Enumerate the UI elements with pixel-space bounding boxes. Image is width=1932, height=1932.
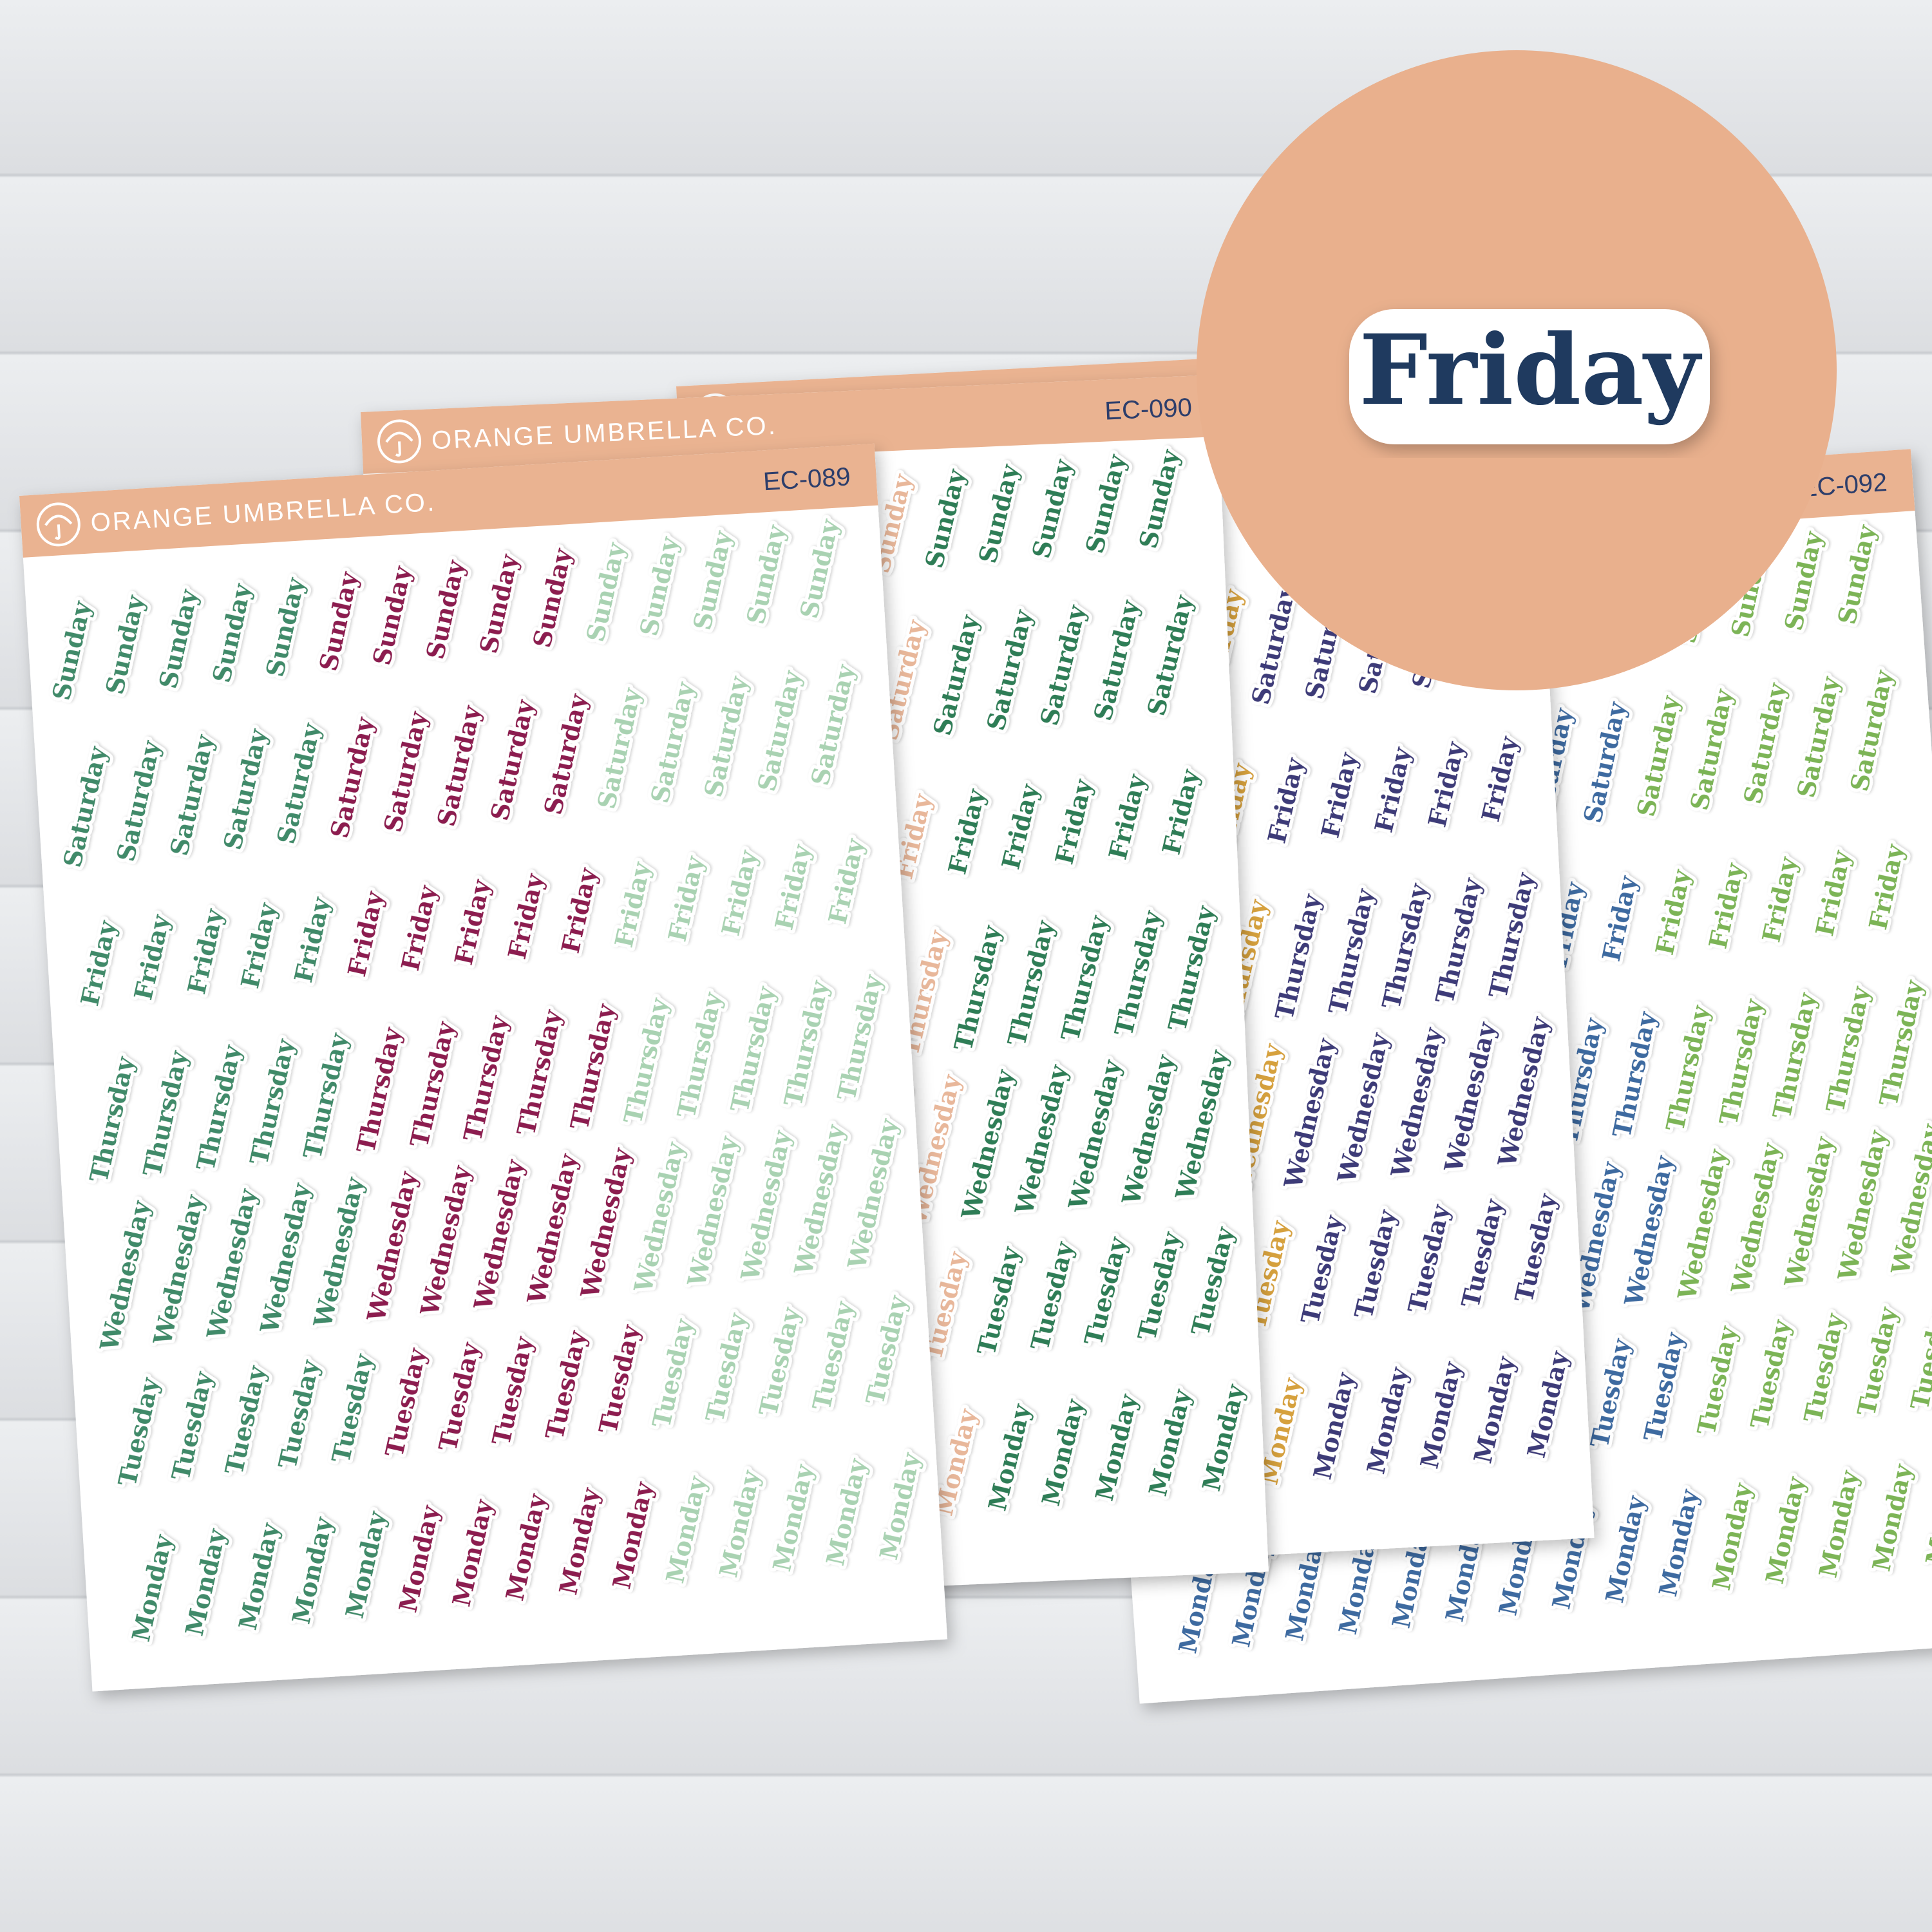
sheet-paper (19, 443, 948, 1692)
badge: Friday (1197, 50, 1837, 690)
badge-label: Friday (1359, 314, 1702, 427)
logo-umbrella (44, 515, 73, 540)
sheet-header (19, 443, 878, 558)
sheet-header (361, 374, 1219, 474)
logo (377, 419, 422, 464)
sticker-sheet: ORANGE UMBRELLA CO.EC-089SundaySaturdayF… (19, 443, 948, 1692)
sheet-code: EC-089 (762, 462, 851, 496)
badge-sticker (1349, 309, 1710, 444)
logo (36, 502, 80, 547)
logo-umbrella (385, 431, 413, 457)
sheet-code: EC-090 (1104, 393, 1192, 426)
sticker-sheets: ORANGE UMBRELLA CO.EC-092SundaySaturdayF… (19, 341, 1932, 1704)
